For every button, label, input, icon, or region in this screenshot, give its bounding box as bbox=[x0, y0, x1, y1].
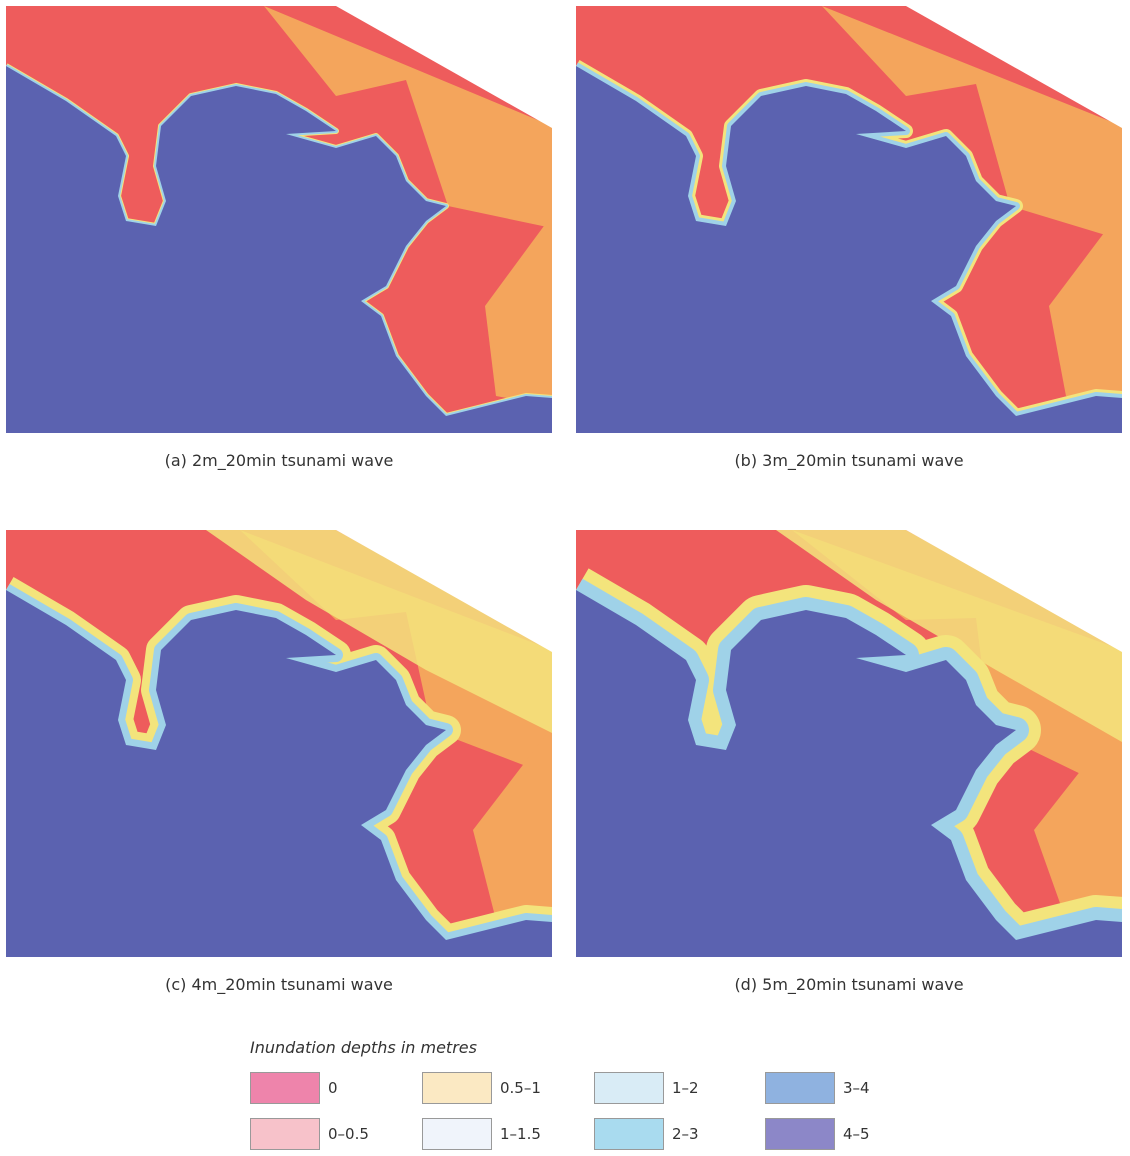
legend-swatch bbox=[765, 1118, 835, 1150]
legend-label: 2–3 bbox=[672, 1125, 699, 1143]
figure: (a) 2m_20min tsunami wave (b) 3m_20min ts… bbox=[0, 0, 1130, 1156]
legend-title: Inundation depths in metres bbox=[250, 1038, 477, 1057]
map-panel bbox=[576, 6, 1122, 433]
map-panel bbox=[6, 530, 552, 957]
legend-swatch bbox=[422, 1072, 492, 1104]
legend-swatch bbox=[594, 1072, 664, 1104]
legend-label: 4–5 bbox=[843, 1125, 870, 1143]
legend-label: 0–0.5 bbox=[328, 1125, 369, 1143]
legend-label: 0 bbox=[328, 1079, 338, 1097]
map-panel bbox=[576, 530, 1122, 957]
legend-label: 1–2 bbox=[672, 1079, 699, 1097]
panel-caption: (c) 4m_20min tsunami wave bbox=[6, 975, 552, 994]
map-panel bbox=[6, 6, 552, 433]
legend-swatch bbox=[765, 1072, 835, 1104]
legend-swatch bbox=[250, 1118, 320, 1150]
legend-swatch bbox=[422, 1118, 492, 1150]
legend-swatch bbox=[594, 1118, 664, 1150]
legend-label: 0.5–1 bbox=[500, 1079, 541, 1097]
legend-swatch bbox=[250, 1072, 320, 1104]
panel-caption: (a) 2m_20min tsunami wave bbox=[6, 451, 552, 470]
legend-label: 3–4 bbox=[843, 1079, 870, 1097]
panel-caption: (d) 5m_20min tsunami wave bbox=[576, 975, 1122, 994]
legend-label: 1–1.5 bbox=[500, 1125, 541, 1143]
panel-caption: (b) 3m_20min tsunami wave bbox=[576, 451, 1122, 470]
